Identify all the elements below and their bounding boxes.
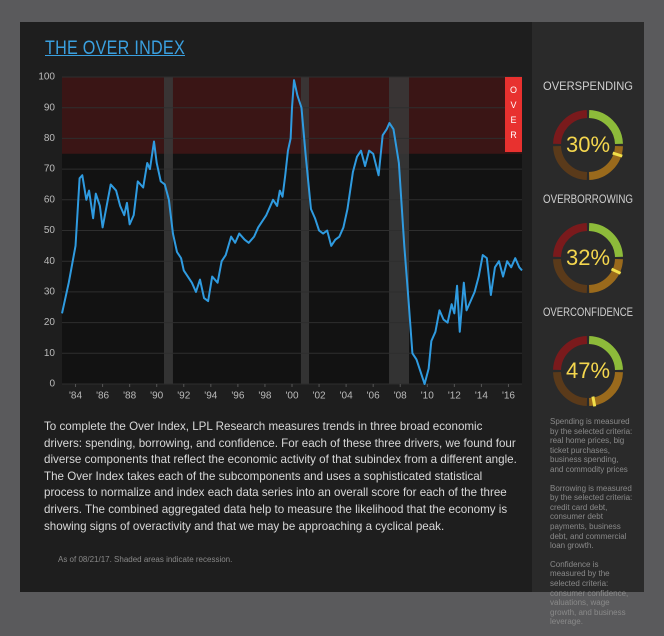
x-tick-label: '08 <box>394 391 407 402</box>
gauge-label: OVERSPENDING <box>543 79 633 93</box>
y-tick-label: 30 <box>44 287 56 298</box>
x-tick-label: '86 <box>96 391 109 402</box>
notes: Spending is measured by the selected cri… <box>550 417 634 636</box>
x-tick-label: '16 <box>502 391 515 402</box>
gauge-ring <box>588 223 623 258</box>
x-tick-label: '90 <box>150 391 163 402</box>
y-tick-label: 40 <box>44 256 56 267</box>
x-tick-label: '02 <box>313 391 326 402</box>
chart: 0 10 20 30 40 50 60 70 80 90 100 '84 '86 '88 '90 '92 '94… <box>38 72 633 407</box>
gauge-marker <box>591 396 597 407</box>
y-tick-label: 90 <box>44 102 56 113</box>
x-tick-label: '96 <box>231 391 244 402</box>
x-tick-label: '98 <box>258 391 271 402</box>
x-tick-label: '06 <box>367 391 380 402</box>
x-tick-label: '88 <box>123 391 136 402</box>
gauge-value: 30% <box>566 132 610 157</box>
x-tick-label: '92 <box>177 391 190 402</box>
gauge-ring <box>553 145 588 180</box>
chart-title: THE OVER INDEX <box>45 38 185 59</box>
y-tick-label: 50 <box>44 225 56 236</box>
gauge-ring <box>588 336 623 371</box>
gauge-ring <box>588 258 623 293</box>
y-tick-label: 0 <box>49 379 55 390</box>
note: Confidence is measured by the selected c… <box>550 559 629 627</box>
over-label: OVER <box>505 77 522 152</box>
gauge-label: OVERBORROWING <box>543 192 633 206</box>
gauge-ring <box>588 110 623 145</box>
sidebar <box>532 22 644 592</box>
y-tick-label: 100 <box>38 72 55 83</box>
x-tick-label: '00 <box>285 391 298 402</box>
gauge-ring <box>588 145 623 180</box>
y-tick-label: 80 <box>44 133 56 144</box>
gauge-ring <box>553 110 588 145</box>
x-tick-label: '10 <box>421 391 434 402</box>
gauge-ring <box>553 223 588 258</box>
y-tick-label: 20 <box>44 317 56 328</box>
note: Borrowing is measured by the selected cr… <box>550 483 633 551</box>
x-tick-label: '94 <box>204 391 217 402</box>
y-tick-label: 60 <box>44 194 56 205</box>
gauge-marker <box>610 267 622 275</box>
page: 0 10 20 30 40 50 60 70 80 90 100 '84 '86 '88 '90 '92 '94… <box>20 22 644 627</box>
y-tick-label: 10 <box>44 348 56 359</box>
body-text: To complete the Over Index, LPL Research… <box>44 420 517 533</box>
x-tick-label: '12 <box>448 391 461 402</box>
y-tick-label: 70 <box>44 164 56 175</box>
index-line <box>61 79 523 385</box>
gauge-value: 32% <box>566 245 610 270</box>
gauge-ring <box>553 258 588 293</box>
note: Spending is measured by the selected cri… <box>550 417 633 474</box>
gauge-label: OVERCONFIDENCE <box>543 305 633 319</box>
gauge-ring <box>553 336 588 371</box>
x-tick-label: '14 <box>475 391 488 402</box>
gauge-value: 47% <box>566 358 610 383</box>
x-tick-label: '04 <box>340 391 353 402</box>
x-tick-label: '84 <box>69 391 82 402</box>
gauge-ring <box>553 371 588 406</box>
footnote: As of 08/21/17. Shaded areas indicate re… <box>58 555 233 564</box>
gauge-marker <box>612 151 623 158</box>
